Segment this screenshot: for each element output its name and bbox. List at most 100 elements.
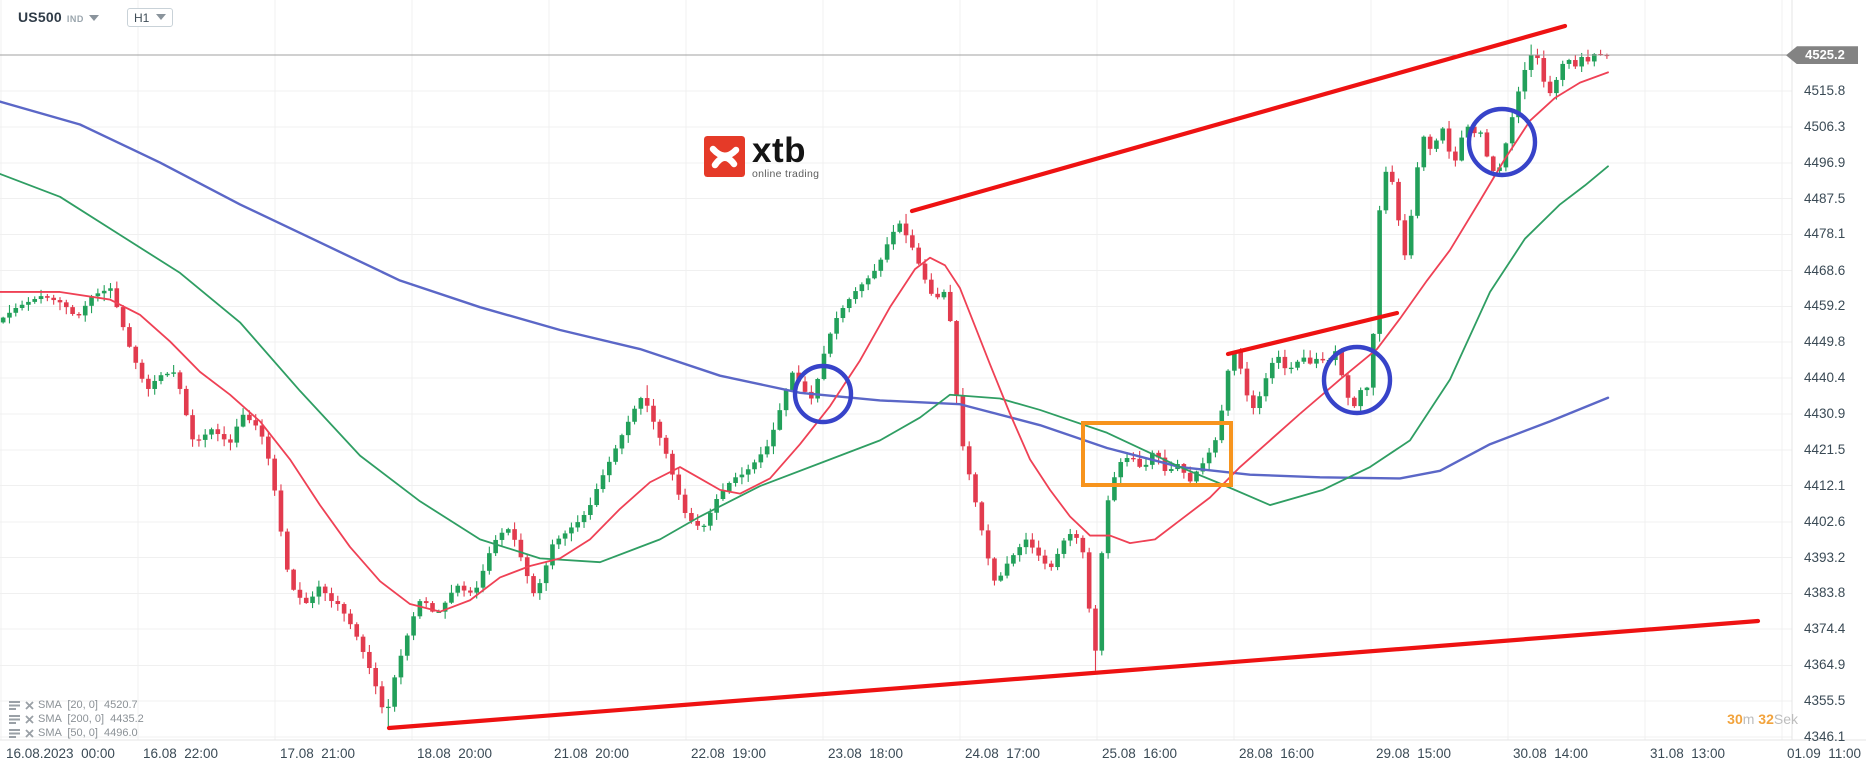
indicator-remove-icon[interactable]: [23, 714, 35, 724]
indicator-settings-icon[interactable]: [8, 700, 20, 710]
price-tick-label: 4506.3: [1804, 119, 1846, 135]
indicator-settings-icon[interactable]: [8, 728, 20, 738]
candle-body: [651, 405, 656, 422]
candle-body: [550, 544, 555, 566]
current-price-tag: 4525.2: [1786, 46, 1858, 65]
candle-body: [1137, 458, 1142, 467]
candle-body: [1301, 357, 1307, 362]
candle-body: [354, 624, 360, 637]
indicator-remove-icon[interactable]: [23, 700, 35, 710]
candle-body: [386, 706, 391, 709]
candle-body: [1490, 156, 1496, 171]
candle-body: [1465, 126, 1471, 138]
candle-body: [859, 284, 865, 292]
candle-body: [739, 474, 745, 478]
candle-body: [76, 313, 82, 316]
price-tick-label: 4346.1: [1804, 728, 1846, 744]
candle-body: [1105, 500, 1111, 554]
candle-body: [57, 300, 63, 303]
candle-body: [1598, 54, 1603, 56]
timeframe-dropdown[interactable]: H1: [127, 8, 173, 27]
candle-body: [771, 429, 776, 447]
candle-body: [720, 490, 726, 500]
price-tick-label: 4412.1: [1804, 477, 1846, 493]
candle-body: [1585, 57, 1591, 62]
candle-body: [474, 587, 480, 593]
candle-body: [512, 529, 517, 540]
candle-body: [1528, 55, 1534, 70]
candle-body: [1472, 126, 1477, 134]
candle-body: [139, 362, 145, 379]
candle-body: [480, 570, 486, 588]
candle-body: [1206, 452, 1212, 464]
candle-body: [228, 439, 233, 443]
candle-body: [436, 611, 442, 613]
candle-body: [916, 247, 921, 264]
candle-body: [1484, 132, 1490, 157]
chevron-down-icon: [156, 13, 166, 20]
candle-body: [1358, 390, 1363, 407]
candle-body: [341, 604, 347, 614]
candle-body: [468, 590, 473, 593]
candle-body: [764, 446, 770, 455]
candle-body: [259, 425, 265, 437]
candle-body: [562, 533, 568, 539]
candle-body: [32, 299, 38, 302]
candle-body: [960, 395, 966, 447]
candle-body: [373, 668, 378, 687]
price-tick-label: 4487.5: [1804, 190, 1846, 206]
indicator-remove-icon[interactable]: [23, 728, 35, 738]
candle-body: [82, 305, 88, 316]
candle-body: [1320, 358, 1326, 361]
candle-body: [101, 290, 107, 294]
candle-body: [815, 379, 820, 399]
candle-body: [146, 378, 151, 389]
candle-body: [1415, 167, 1420, 216]
candle-body: [581, 514, 587, 523]
candle-body: [954, 321, 959, 396]
candle-body: [487, 553, 492, 571]
candle-body: [1314, 358, 1319, 364]
minor-resistance-line: [1225, 310, 1400, 357]
price-tick-label: 4496.9: [1804, 154, 1846, 170]
candle-body: [1055, 553, 1060, 568]
candle-body: [941, 291, 947, 298]
price-tick-label: 4421.5: [1804, 441, 1846, 457]
symbol-selector[interactable]: US500 IND: [18, 9, 99, 25]
price-tick-label: 4478.1: [1804, 226, 1846, 242]
symbol-name: US500: [18, 9, 62, 25]
candle-body: [398, 655, 404, 678]
candle-body: [992, 558, 997, 581]
candle-body: [1591, 54, 1597, 62]
candle-body: [247, 414, 252, 421]
candle-body: [638, 398, 644, 409]
candle-body: [1459, 137, 1464, 161]
candle-body: [1156, 452, 1161, 458]
candle-body: [442, 602, 448, 612]
candle-body: [114, 288, 120, 308]
candle-body: [1377, 210, 1382, 334]
countdown-seconds-unit: Sek: [1773, 711, 1798, 727]
candle-body: [1352, 397, 1357, 407]
candle-body: [152, 380, 157, 389]
candle-body: [1067, 534, 1073, 541]
candle-body: [291, 569, 296, 590]
countdown-seconds: 32: [1758, 711, 1774, 727]
indicator-settings-icon[interactable]: [8, 714, 20, 724]
candle-body: [1061, 540, 1067, 554]
candle-body: [1478, 132, 1483, 134]
candle-body: [108, 288, 113, 291]
candle-body: [335, 601, 341, 605]
candle-body: [733, 477, 738, 483]
candle-body: [1263, 378, 1269, 397]
candle-body: [594, 489, 599, 506]
candle-body: [853, 291, 858, 300]
candle-body: [998, 575, 1004, 581]
candle-body: [455, 585, 461, 593]
candle-body: [158, 375, 164, 381]
candle-body: [1516, 91, 1521, 118]
highlight-circle-annotation: [792, 363, 854, 425]
candle-body: [1042, 555, 1048, 564]
candle-body: [891, 231, 896, 245]
